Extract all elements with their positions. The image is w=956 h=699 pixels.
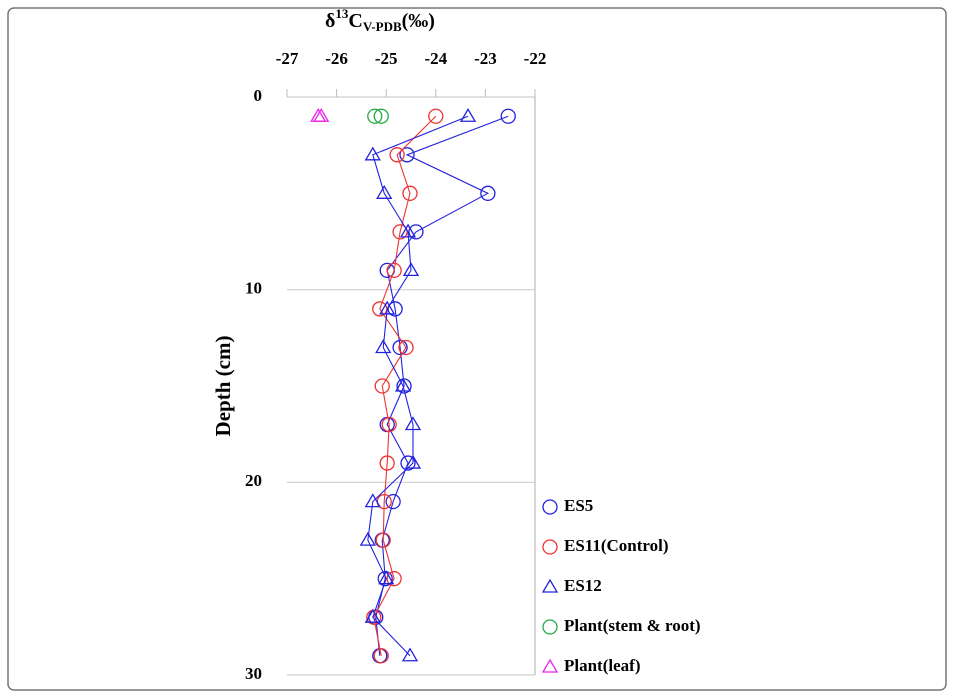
label-sub: V-PDB [363, 19, 402, 34]
circle-marker [386, 571, 402, 587]
series-line [375, 115, 509, 656]
circle-marker [367, 108, 383, 124]
circle-marker [400, 455, 416, 471]
circle-marker [402, 185, 418, 201]
legend-label: ES11(Control) [564, 536, 669, 555]
series-line [373, 115, 437, 656]
legend-label: Plant(leaf) [564, 656, 640, 675]
label-part: C [348, 10, 362, 32]
circle-marker [381, 416, 397, 433]
series-line [367, 115, 469, 657]
x-tick-label: -22 [524, 49, 547, 68]
circle-marker [500, 108, 516, 124]
circle-marker [542, 499, 558, 515]
x-tick-label: -24 [424, 49, 447, 68]
circle-marker [542, 539, 558, 555]
circle-marker [374, 378, 390, 394]
circle-marker [480, 185, 496, 201]
triangle-marker [401, 647, 419, 662]
circle-marker [428, 108, 444, 124]
triangle-marker [394, 377, 412, 392]
circle-marker [385, 493, 401, 510]
x-tick-label: -25 [375, 49, 398, 68]
triangle-marker [402, 262, 420, 277]
circle-marker [408, 224, 424, 240]
triangle-marker [376, 185, 393, 199]
circle-marker [387, 301, 403, 317]
y-axis-label: Depth (cm) [211, 336, 235, 437]
label-part: δ [325, 10, 335, 32]
y-tick-label: 0 [254, 86, 263, 105]
triangle-marker [541, 658, 559, 673]
triangle-marker [364, 146, 381, 161]
y-tick-label: 20 [245, 471, 262, 490]
circle-marker [392, 339, 408, 356]
x-axis-label: δ13CV-PDB(‰) [325, 6, 435, 34]
circle-marker [366, 609, 382, 625]
triangle-marker [313, 107, 330, 122]
circle-marker [373, 108, 389, 124]
legend-label: ES5 [564, 496, 593, 515]
circle-marker [392, 224, 408, 240]
triangle-marker [378, 570, 395, 585]
label-part: (‰) [402, 10, 435, 32]
circle-marker [379, 455, 395, 471]
circle-marker [398, 339, 414, 356]
triangle-marker [364, 608, 381, 623]
legend-label: ES12 [564, 576, 602, 595]
y-tick-label: 10 [245, 279, 262, 298]
triangle-marker [404, 454, 422, 469]
circle-marker [373, 648, 389, 664]
legend-label: Plant(stem & root) [564, 616, 701, 635]
x-tick-label: -27 [276, 49, 299, 68]
triangle-marker [399, 223, 417, 238]
circle-marker [396, 378, 412, 394]
x-tick-label: -23 [474, 49, 497, 68]
triangle-marker [359, 531, 376, 546]
triangle-marker [379, 300, 396, 315]
label-sup: 13 [335, 6, 349, 21]
x-tick-label: -26 [325, 49, 348, 68]
triangle-marker [404, 416, 422, 431]
frame [7, 7, 947, 691]
y-tick-label: 30 [245, 664, 262, 683]
circle-marker [389, 147, 405, 163]
triangle-marker [541, 578, 559, 593]
circle-marker [542, 619, 558, 635]
triangle-marker [459, 107, 477, 122]
circle-marker [375, 532, 391, 548]
circle-marker [386, 262, 402, 279]
triangle-marker [364, 493, 381, 508]
triangle-marker [375, 339, 392, 354]
circle-marker [377, 571, 393, 587]
circle-marker [399, 147, 415, 163]
